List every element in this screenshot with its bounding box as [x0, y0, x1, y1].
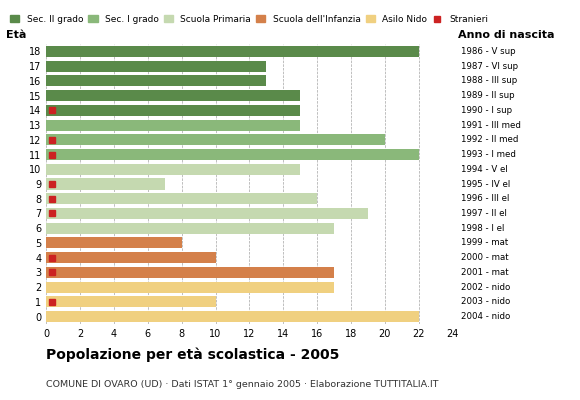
- Bar: [46, 149, 419, 160]
- Bar: [46, 164, 300, 175]
- Text: 2000 - mat: 2000 - mat: [461, 253, 508, 262]
- Text: 1995 - IV el: 1995 - IV el: [461, 180, 510, 188]
- Text: 1998 - I el: 1998 - I el: [461, 224, 504, 233]
- Text: 2002 - nido: 2002 - nido: [461, 283, 510, 292]
- Text: 1992 - II med: 1992 - II med: [461, 135, 518, 144]
- Bar: [46, 60, 266, 72]
- Text: 1986 - V sup: 1986 - V sup: [461, 47, 515, 56]
- Bar: [46, 208, 368, 219]
- Text: 1996 - III el: 1996 - III el: [461, 194, 509, 203]
- Text: 2003 - nido: 2003 - nido: [461, 297, 510, 306]
- Text: 2004 - nido: 2004 - nido: [461, 312, 510, 321]
- Bar: [46, 193, 317, 204]
- Text: 1988 - III sup: 1988 - III sup: [461, 76, 517, 85]
- Text: 1993 - I med: 1993 - I med: [461, 150, 516, 159]
- Text: COMUNE DI OVARO (UD) · Dati ISTAT 1° gennaio 2005 · Elaborazione TUTTITALIA.IT: COMUNE DI OVARO (UD) · Dati ISTAT 1° gen…: [46, 380, 439, 389]
- Text: 1991 - III med: 1991 - III med: [461, 120, 520, 130]
- Bar: [46, 282, 334, 293]
- Legend: Sec. II grado, Sec. I grado, Scuola Primaria, Scuola dell'Infanzia, Asilo Nido, : Sec. II grado, Sec. I grado, Scuola Prim…: [10, 15, 488, 24]
- Text: 1987 - VI sup: 1987 - VI sup: [461, 62, 517, 71]
- Text: 1990 - I sup: 1990 - I sup: [461, 106, 512, 115]
- Bar: [46, 296, 216, 308]
- Bar: [46, 252, 216, 263]
- Bar: [46, 90, 300, 101]
- Bar: [46, 134, 385, 145]
- Bar: [46, 223, 334, 234]
- Text: 1994 - V el: 1994 - V el: [461, 165, 508, 174]
- Text: Anno di nascita: Anno di nascita: [458, 30, 554, 40]
- Text: 1999 - mat: 1999 - mat: [461, 238, 508, 248]
- Text: 2001 - mat: 2001 - mat: [461, 268, 508, 277]
- Text: 1989 - II sup: 1989 - II sup: [461, 91, 514, 100]
- Bar: [46, 238, 182, 248]
- Bar: [46, 75, 266, 86]
- Bar: [46, 311, 419, 322]
- Text: 1997 - II el: 1997 - II el: [461, 209, 506, 218]
- Bar: [46, 267, 334, 278]
- Bar: [46, 178, 165, 190]
- Bar: [46, 46, 419, 57]
- Bar: [46, 105, 300, 116]
- Text: Età: Età: [6, 30, 26, 40]
- Bar: [46, 120, 300, 130]
- Text: Popolazione per età scolastica - 2005: Popolazione per età scolastica - 2005: [46, 348, 340, 362]
